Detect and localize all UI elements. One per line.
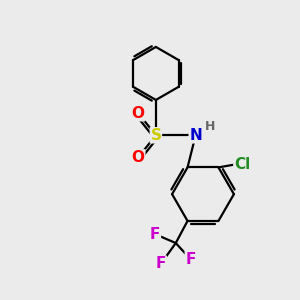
Text: S: S	[150, 128, 161, 143]
Text: N: N	[189, 128, 202, 143]
Text: Cl: Cl	[234, 157, 250, 172]
Text: F: F	[150, 227, 160, 242]
Text: H: H	[205, 120, 215, 133]
Text: O: O	[132, 150, 145, 165]
Text: O: O	[132, 106, 145, 121]
Text: F: F	[156, 256, 166, 271]
Text: F: F	[185, 252, 196, 267]
